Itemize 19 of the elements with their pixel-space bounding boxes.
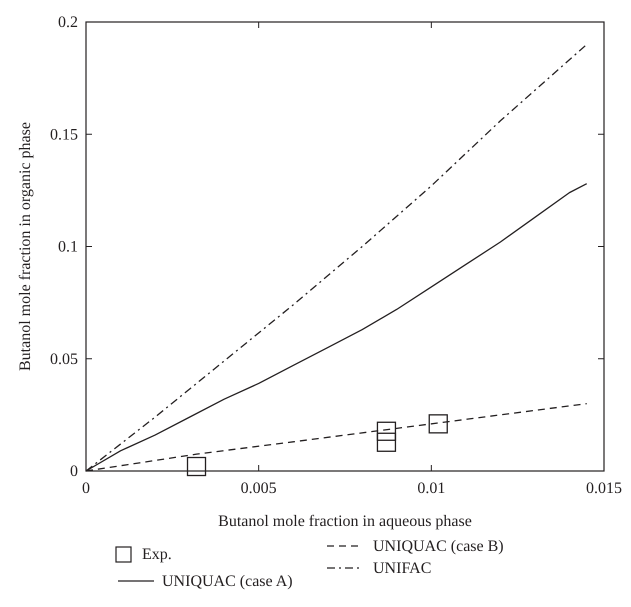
x-axis-title: Butanol mole fraction in aqueous phase — [218, 513, 472, 530]
x-tick-label: 0.015 — [586, 480, 622, 497]
y-tick-label: 0.1 — [58, 238, 78, 256]
legend-label: Exp. — [142, 546, 172, 563]
point — [376, 422, 396, 441]
y-axis-title: Butanol mole fraction in organic phase — [17, 122, 34, 371]
y-tick-label: 0.05 — [50, 350, 78, 368]
legend-label: UNIFAC — [373, 560, 432, 577]
x-tick-label: 0 — [82, 480, 90, 497]
point — [428, 414, 448, 434]
legend-label: UNIQUAC (case B) — [373, 538, 504, 555]
point — [186, 456, 206, 476]
x-tick-label: 0.005 — [240, 480, 277, 497]
legend-label: UNIQUAC (case A) — [162, 573, 293, 590]
y-tick-label: 0 — [70, 463, 78, 480]
point — [376, 432, 396, 452]
y-tick-label: 0.15 — [50, 126, 78, 144]
y-tick-label: 0.2 — [58, 14, 78, 31]
x-tick-label: 0.01 — [417, 480, 446, 497]
